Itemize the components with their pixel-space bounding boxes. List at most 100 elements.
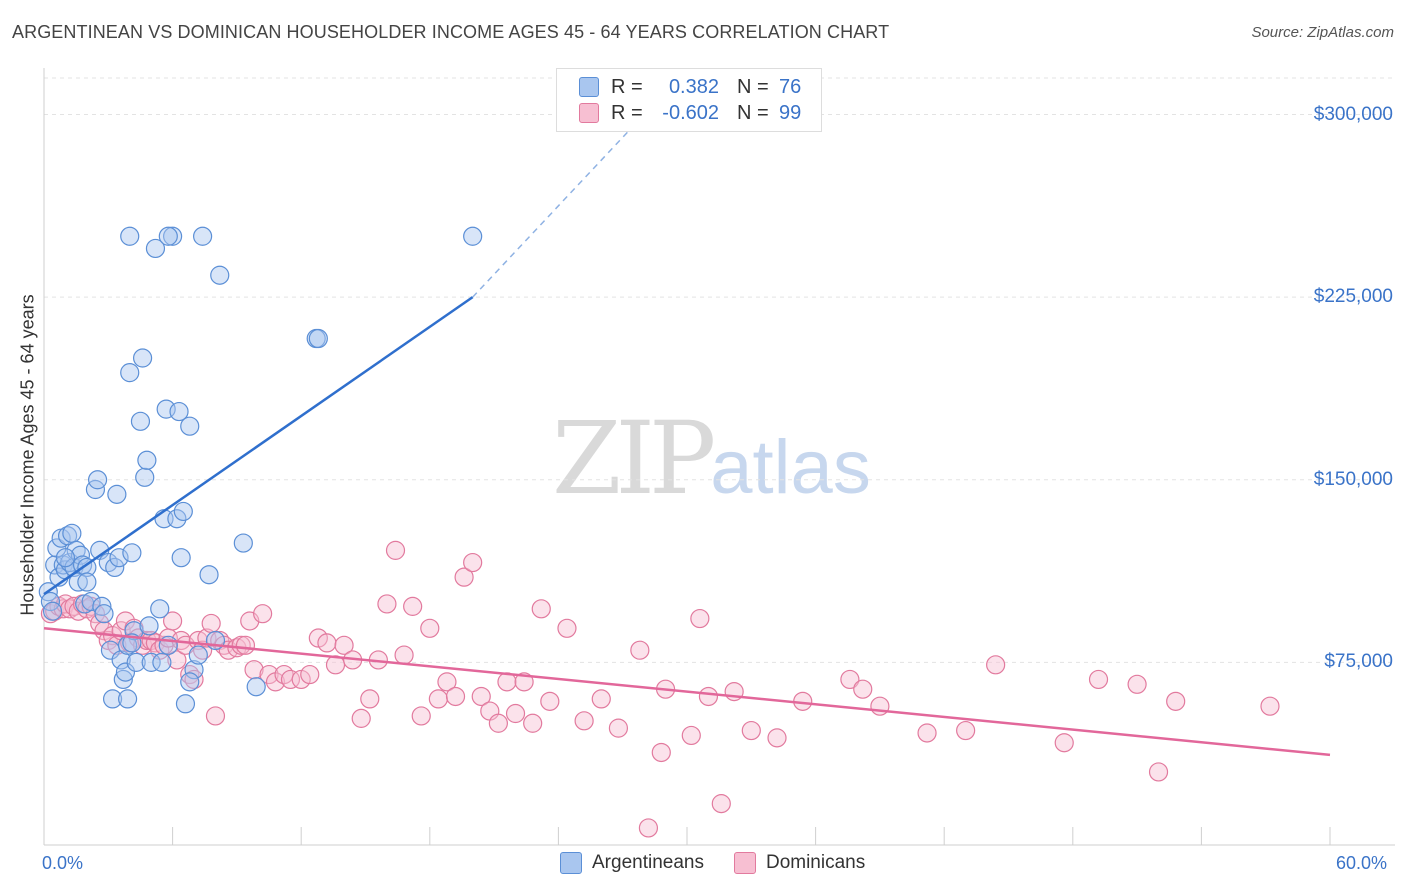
argentinean-point <box>199 565 219 585</box>
dominican-point <box>741 720 761 741</box>
argentinean-point <box>158 226 178 246</box>
legend-swatch-argentineans <box>579 77 599 97</box>
legend-swatch-dominicans <box>733 852 756 874</box>
dominican-point <box>280 669 301 690</box>
argentinean-trend-extension <box>472 114 645 298</box>
argentinean-point <box>184 660 204 680</box>
chart-title: ARGENTINEAN VS DOMINICAN HOUSEHOLDER INC… <box>12 22 890 42</box>
dominican-point <box>411 706 431 726</box>
n-value: 99 <box>779 101 802 124</box>
dominican-point <box>235 635 256 655</box>
legend-swatch-argentineans <box>560 852 582 874</box>
gridlines <box>44 77 1395 663</box>
dominican-point <box>591 689 611 709</box>
dominican-point <box>205 706 226 726</box>
dominican-point <box>956 720 976 741</box>
argentinean-point <box>122 543 142 563</box>
argentinean-point <box>92 596 112 616</box>
argentinean-point <box>173 501 193 522</box>
dominican-point <box>1260 696 1280 716</box>
dominican-point <box>630 640 650 660</box>
argentinean-point <box>124 621 144 641</box>
y-tick-label: $150,000 <box>1313 468 1393 490</box>
dominican-point <box>1127 674 1147 694</box>
argentinean-point <box>163 226 183 246</box>
x-tick-label-min: 0.0% <box>42 853 84 873</box>
legend-row-argentineans: R = 0.382 N = 76 <box>579 75 801 99</box>
y-tick-label: $75,000 <box>1324 651 1393 673</box>
dominican-point <box>488 713 508 733</box>
argentinean-point <box>233 533 253 553</box>
dominican-point <box>334 635 354 655</box>
dominican-point <box>711 794 731 814</box>
legend-item-argentineans[interactable]: Argentineans <box>560 852 704 874</box>
dominican-point <box>917 723 937 743</box>
dominican-point <box>681 725 701 746</box>
argentinean-point <box>81 591 101 612</box>
argentinean-point <box>180 416 200 436</box>
r-label: R = <box>611 101 643 124</box>
dominicans-points <box>40 540 1280 838</box>
argentinean-point <box>137 450 157 470</box>
argentinean-point <box>150 599 170 619</box>
dominican-point <box>471 686 491 707</box>
dominican-point <box>201 613 221 634</box>
dominican-point <box>231 635 251 655</box>
trend-lines <box>43 114 1331 757</box>
argentinean-point <box>167 509 187 529</box>
series-legend: Argentineans Dominicans <box>560 852 895 874</box>
dominican-point <box>253 604 273 624</box>
r-value: 0.382 <box>668 75 719 98</box>
n-value: 76 <box>779 75 802 98</box>
legend-row-dominicans: R = -0.602 N = 99 <box>579 101 801 125</box>
dominican-point <box>437 672 457 692</box>
dominican-point <box>698 686 719 707</box>
dominican-point <box>531 599 551 619</box>
argentinean-point <box>126 652 146 672</box>
argentinean-point <box>132 348 153 368</box>
dominican-point <box>523 713 543 733</box>
dominican-point <box>163 611 183 631</box>
argentinean-point <box>77 557 97 578</box>
dominican-point <box>360 689 380 709</box>
argentinean-point <box>109 548 129 568</box>
dominican-point <box>557 618 577 638</box>
argentinean-point <box>171 548 191 568</box>
argentinean-point <box>62 523 82 543</box>
argentinean-point <box>246 677 266 697</box>
watermark: ZIPatlas <box>552 400 871 517</box>
argentinean-point <box>188 645 208 665</box>
correlation-legend: R = 0.382 N = 76 R = -0.602 N = 99 <box>556 68 822 132</box>
argentinean-point <box>175 694 196 714</box>
dominican-point <box>428 689 448 709</box>
legend-swatch-dominicans <box>579 103 599 123</box>
dominican-point <box>853 679 873 699</box>
legend-label-argentineans: Argentineans <box>592 852 704 873</box>
dominican-point <box>574 711 594 731</box>
axes <box>43 68 1395 846</box>
source-label: Source: ZipAtlas.com <box>1251 24 1394 41</box>
argentinean-point <box>107 484 127 504</box>
argentinean-point <box>117 689 138 709</box>
argentinean-point <box>130 411 151 431</box>
argentinean-point <box>87 470 108 490</box>
dominican-point <box>840 669 860 690</box>
dominican-point <box>514 672 534 692</box>
dominican-point <box>317 633 337 653</box>
argentinean-point <box>193 226 213 246</box>
dominican-point <box>1088 669 1109 690</box>
dominican-point <box>420 618 440 638</box>
legend-item-dominicans[interactable]: Dominicans <box>733 852 865 874</box>
r-label: R = <box>611 75 643 98</box>
dominican-point <box>767 728 787 748</box>
argentinean-point <box>210 265 230 285</box>
y-tick-label: $225,000 <box>1313 286 1393 308</box>
argentinean-trend-line <box>43 296 474 596</box>
argentinean-point <box>135 467 155 487</box>
dominican-point <box>1166 691 1186 711</box>
dominican-point <box>690 608 710 629</box>
dominican-point <box>167 650 187 670</box>
watermark-zip: ZIP <box>552 400 716 517</box>
dominican-point <box>445 686 466 707</box>
